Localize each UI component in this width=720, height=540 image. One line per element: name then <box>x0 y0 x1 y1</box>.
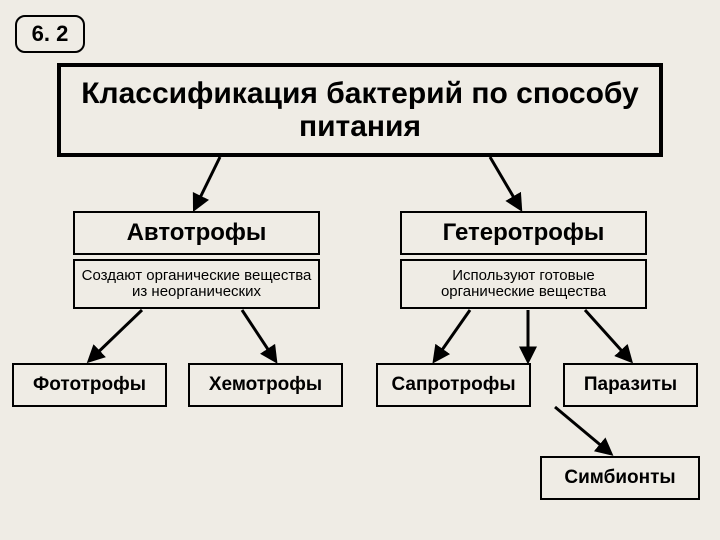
heterotrophs-box: Гетеротрофы <box>400 211 647 255</box>
title-box: Классификация бактерий по способу питани… <box>57 63 663 157</box>
symbionts-box: Симбионты <box>540 456 700 500</box>
saprotrophs-box: Сапротрофы <box>376 363 531 407</box>
section-number: 6. 2 <box>32 22 69 46</box>
chemotrophs-box: Хемотрофы <box>188 363 343 407</box>
autotrophs-text: Автотрофы <box>127 220 267 246</box>
chemotrophs-text: Хемотрофы <box>209 375 322 396</box>
heterotrophs-desc-text: Используют готовые органические вещества <box>408 268 639 301</box>
autotrophs-desc-box: Создают органические вещества из неорган… <box>73 259 320 309</box>
phototrophs-box: Фототрофы <box>12 363 167 407</box>
autotrophs-desc-text: Создают органические вещества из неорган… <box>81 268 312 301</box>
phototrophs-text: Фототрофы <box>33 375 146 396</box>
symbionts-text: Симбионты <box>564 468 675 489</box>
autotrophs-box: Автотрофы <box>73 211 320 255</box>
parasites-text: Паразиты <box>584 375 677 396</box>
section-number-box: 6. 2 <box>15 15 85 53</box>
parasites-box: Паразиты <box>563 363 698 407</box>
heterotrophs-desc-box: Используют готовые органические вещества <box>400 259 647 309</box>
heterotrophs-text: Гетеротрофы <box>443 220 605 246</box>
title-text: Классификация бактерий по способу питани… <box>81 77 639 143</box>
saprotrophs-text: Сапротрофы <box>391 375 515 396</box>
